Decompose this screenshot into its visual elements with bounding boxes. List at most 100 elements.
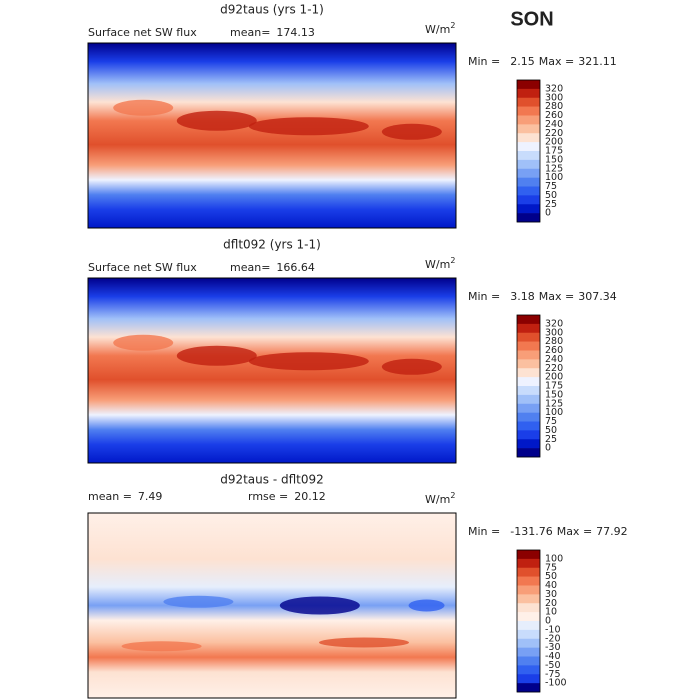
panel-stat: mean= 174.13 [230,26,315,39]
units-exponent: 2 [450,491,455,500]
colorbar-box [517,567,540,577]
colorbar-label: 150 [545,154,563,165]
colorbar-label: 0 [545,208,551,219]
colorbar-box [517,80,540,90]
colorbar-box [517,665,540,675]
stat-value: 20.12 [294,490,326,503]
colorbar-label: 125 [545,163,563,174]
panel-subtitle: Surface net SW flux [88,261,197,274]
colorbar-box [517,576,540,586]
colorbar-box [517,341,540,351]
max-label: Max = [539,290,574,303]
colorbar-box [517,448,540,458]
colorbar-box [517,603,540,613]
colorbar-label: 25 [545,434,557,445]
colorbar-box [517,647,540,657]
stat-value: 166.64 [276,261,315,274]
panel-stat: mean= 166.64 [230,261,315,274]
map-feature [279,596,360,615]
colorbar-box [517,204,540,214]
colorbar-box [517,368,540,378]
max-value: 77.92 [596,525,628,538]
panel-subtitle: Surface net SW flux [88,26,197,39]
units-base: W/m [425,493,450,506]
panel-title: d92taus - dflt092 [220,473,324,487]
map-feature [176,110,257,131]
colorbar-label: 100 [545,407,563,418]
colorbar-label: 75 [545,416,557,427]
colorbar-label: 280 [545,336,563,347]
colorbar-label: 300 [545,327,563,338]
stat-label: rmse = [248,490,288,503]
colorbar-box [517,430,540,440]
colorbar-box [517,585,540,595]
colorbar-label: -100 [545,678,567,689]
colorbar-label: -20 [545,633,561,644]
colorbar-label: 25 [545,199,557,210]
colorbar-box [517,377,540,387]
colorbar-box [517,594,540,604]
units-base: W/m [425,23,450,36]
stat-label: mean= [230,26,270,39]
colorbar-label: 100 [545,172,563,183]
units: W/m2 [425,491,455,507]
colorbar-label: -75 [545,669,561,680]
colorbar-label: 125 [545,398,563,409]
stat-label: mean= [230,261,270,274]
colorbar-box [517,315,540,325]
map-feature [408,599,445,612]
colorbar-box [517,621,540,631]
colorbar-box [517,638,540,648]
colorbar-box [517,332,540,342]
stat-label: mean = [88,490,132,503]
min-max: Min = 2.15 Max = 321.11 [468,55,617,68]
map-feature [113,99,174,116]
map-feature [248,352,369,371]
units-exponent: 2 [450,21,455,30]
colorbar-label: -50 [545,660,561,671]
colorbar-label: 0 [545,443,551,454]
colorbar-box [517,323,540,334]
colorbar-label: 175 [545,146,563,157]
colorbar-label: 50 [545,425,557,436]
colorbar-label: 220 [545,128,563,139]
max-value: 321.11 [578,55,617,68]
min-max: Min = 3.18 Max = 307.34 [468,290,617,303]
colorbar-box [517,88,540,99]
map-feature [319,637,409,648]
colorbar-label: 240 [545,119,563,130]
colorbar-box [517,195,540,205]
colorbar-label: 280 [545,101,563,112]
colorbar-label: 260 [545,345,563,356]
colorbar-label: 75 [545,181,557,192]
colorbar-label: 300 [545,92,563,103]
colorbar-box [517,394,540,405]
colorbar-label: 75 [545,562,557,573]
panel-stat: mean = 7.49 [88,490,162,503]
colorbar-label: -40 [545,651,561,662]
colorbar-box [517,124,540,134]
colorbar-label: 20 [545,598,557,609]
colorbar-box [517,142,540,152]
colorbar-label: 175 [545,381,563,392]
map-field [88,513,456,698]
colorbar-box [517,386,540,396]
colorbar-box [517,550,540,560]
colorbar-label: 30 [545,589,557,600]
map-frame [87,277,457,464]
panel-stat: rmse = 20.12 [248,490,326,503]
colorbar-label: -10 [545,624,561,635]
colorbar-label: 50 [545,190,557,201]
colorbar-box [517,412,540,422]
colorbar-label: 100 [545,553,563,564]
max-label: Max = [539,55,574,68]
colorbar-box [517,115,540,125]
colorbar-label: 320 [545,83,563,94]
colorbar-label: 150 [545,389,563,400]
colorbar-box [517,558,540,569]
colorbar-box [517,151,540,161]
colorbar-box [517,106,540,116]
colorbar-box [517,133,540,143]
colorbar-label: 320 [545,318,563,329]
colorbar-label: 40 [545,580,557,591]
